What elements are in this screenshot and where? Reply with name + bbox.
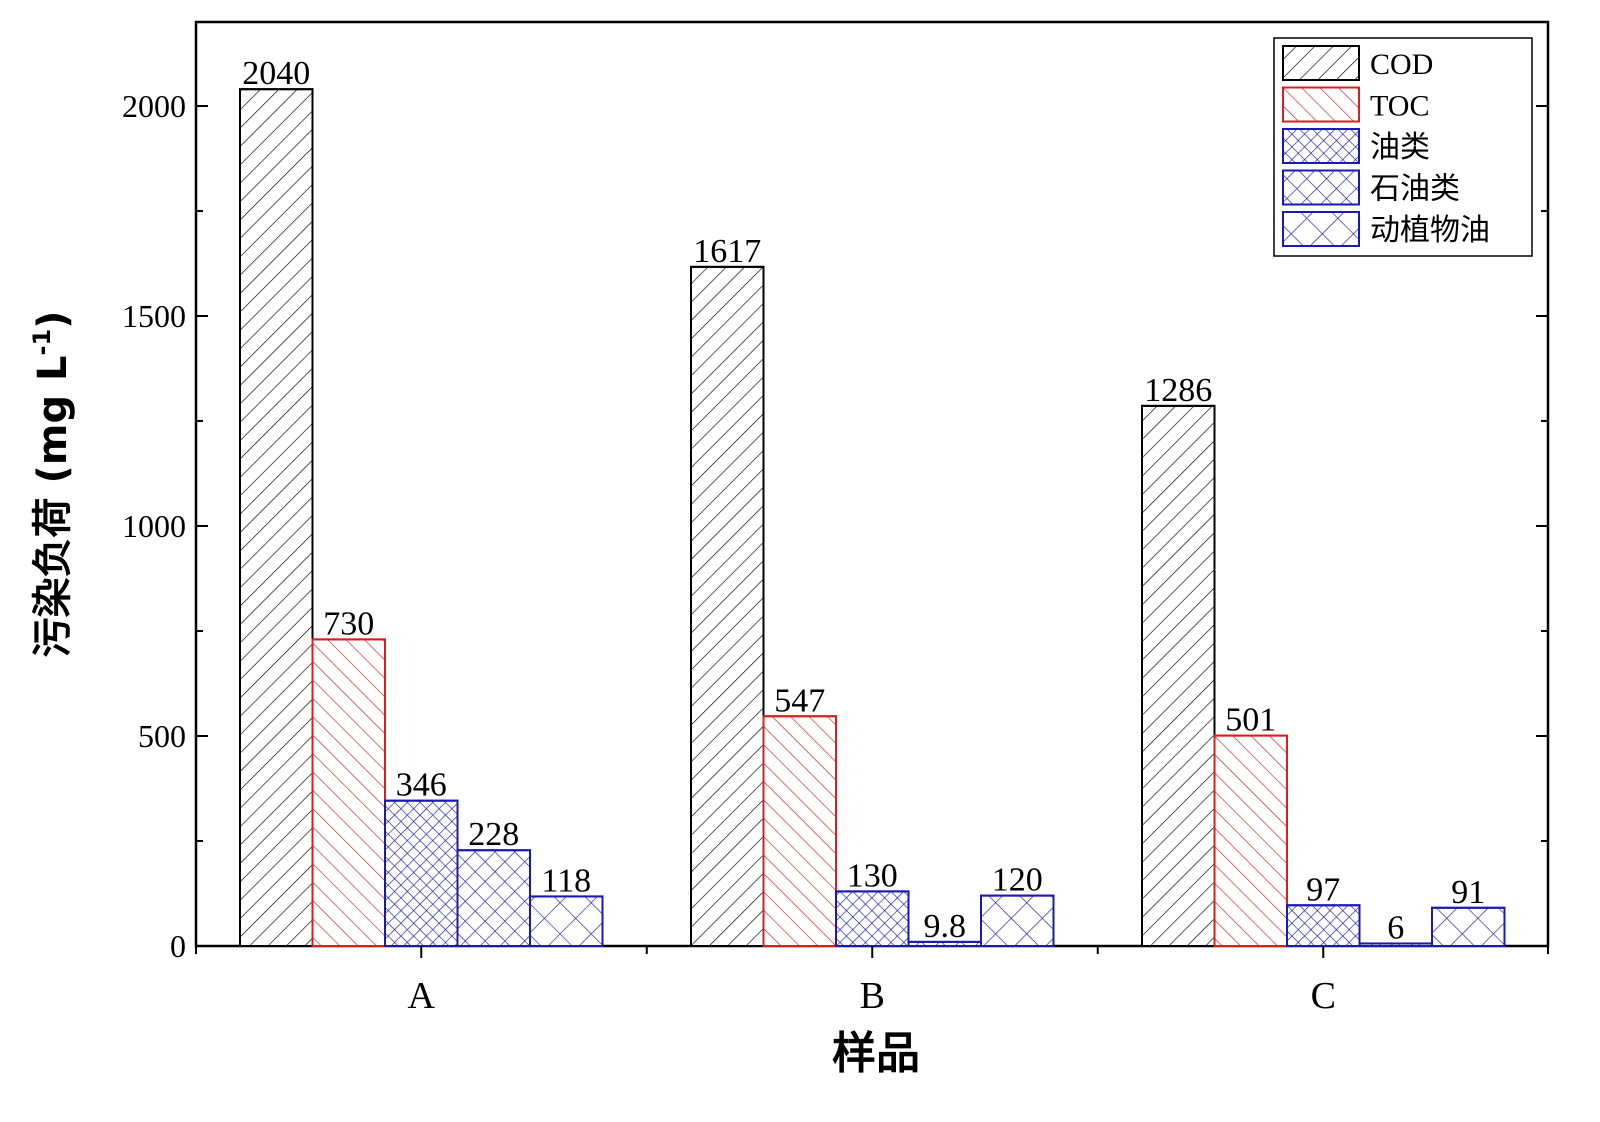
- y-axis-title: 污染负荷 (mg L-1): [28, 311, 76, 658]
- y-axis: 0 500 1000 1500 2000: [122, 88, 1548, 964]
- y-axis-title-sup: -1: [28, 329, 56, 356]
- x-tick-label-c: C: [1311, 975, 1336, 1017]
- value-label-c-series-4: 6: [1387, 909, 1404, 946]
- bar-fill-b-series-3: [835, 890, 910, 948]
- bar-fill-a-series-3: [384, 799, 459, 947]
- legend-label-series-1: COD: [1370, 48, 1433, 81]
- y-tick-label-2000: 2000: [122, 88, 186, 124]
- bar-fill-c-series-2: [1213, 734, 1288, 948]
- y-tick-label-1000: 1000: [122, 508, 186, 544]
- value-label-b-series-5: 120: [992, 862, 1043, 899]
- legend-swatch-fill-series-2: [1282, 86, 1360, 123]
- bar-fill-c-series-5: [1431, 906, 1506, 948]
- value-label-b-series-3: 130: [847, 857, 898, 894]
- x-axis: A B C: [195, 946, 1549, 1017]
- legend-label-series-5: 动植物油: [1370, 214, 1490, 247]
- y-axis-title-main: 污染负荷 (mg L: [30, 356, 76, 658]
- legend-swatch-fill-series-4: [1282, 169, 1360, 206]
- value-labels-layer: 2040 730 346 228 118 1617 547 130 9.8 120 1286 501 9…: [242, 55, 1485, 946]
- y-tick-label-0: 0: [170, 928, 186, 964]
- y-axis-title-suffix: ): [30, 311, 76, 329]
- bar-fill-a-series-5: [529, 895, 604, 948]
- bar-fill-b-series-1: [690, 265, 765, 947]
- bar-fill-c-series-1: [1141, 404, 1216, 947]
- legend-swatch-fill-series-5: [1282, 211, 1360, 247]
- y-tick-label-500: 500: [138, 718, 186, 754]
- value-label-c-series-2: 501: [1225, 702, 1276, 739]
- legend-swatch-fill-series-3: [1282, 128, 1360, 164]
- value-label-b-series-2: 547: [774, 682, 825, 719]
- value-label-b-series-4: 9.8: [924, 908, 967, 945]
- bars-layer: [239, 88, 1506, 948]
- value-label-a-series-2: 730: [323, 605, 374, 642]
- x-tick-label-b: B: [860, 975, 885, 1017]
- x-axis-title: 样品: [832, 1028, 920, 1079]
- value-label-c-series-1: 1286: [1144, 372, 1212, 409]
- bar-fill-b-series-5: [980, 894, 1055, 947]
- bar-fill-a-series-1: [239, 88, 314, 947]
- bar-fill-a-series-4: [456, 849, 531, 947]
- value-label-a-series-3: 346: [396, 767, 447, 804]
- value-label-c-series-5: 91: [1451, 874, 1485, 911]
- value-label-a-series-4: 228: [468, 816, 519, 853]
- legend-label-series-2: TOC: [1370, 90, 1429, 123]
- legend-swatch-fill-series-1: [1282, 45, 1360, 81]
- value-label-b-series-1: 1617: [693, 233, 761, 270]
- bar-fill-b-series-2: [762, 715, 837, 948]
- legend-label-series-3: 油类: [1370, 131, 1430, 164]
- y-tick-label-1500: 1500: [122, 298, 186, 334]
- bar-fill-c-series-3: [1286, 904, 1361, 948]
- value-label-c-series-3: 97: [1306, 871, 1340, 908]
- value-label-a-series-5: 118: [541, 862, 591, 899]
- legend-label-series-4: 石油类: [1370, 173, 1460, 206]
- bar-fill-a-series-2: [311, 638, 386, 948]
- x-tick-label-a: A: [408, 975, 436, 1017]
- value-label-a-series-1: 2040: [242, 55, 310, 92]
